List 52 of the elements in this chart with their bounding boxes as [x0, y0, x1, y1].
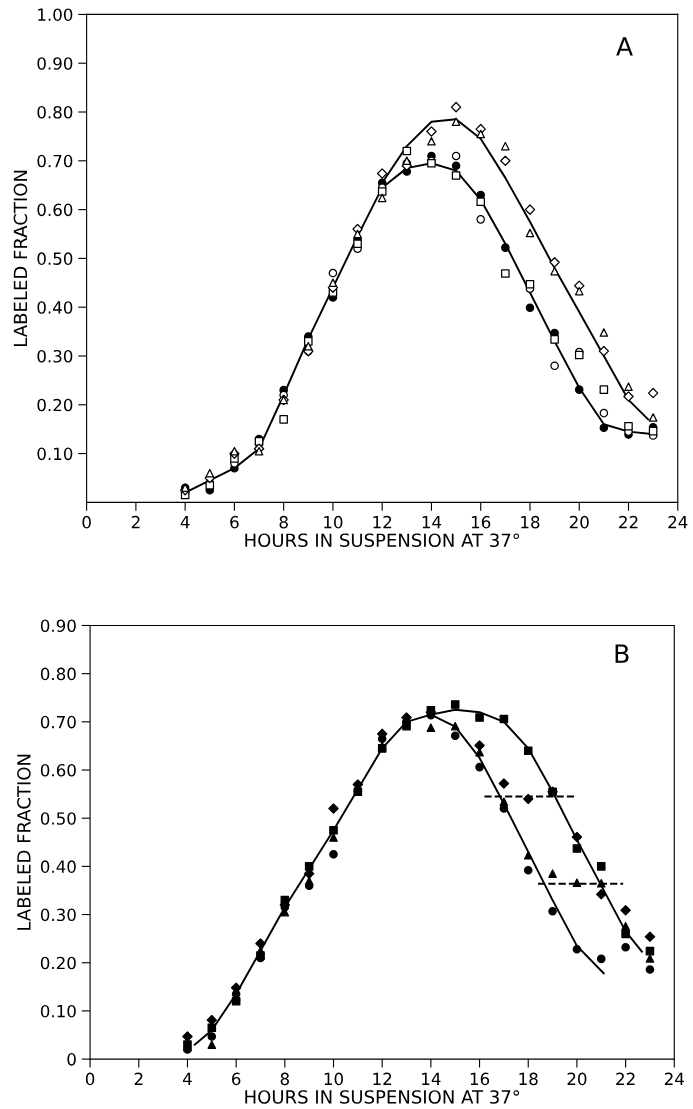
x-tick-label: 20 — [569, 515, 589, 529]
y-tick-label: 0.30 — [40, 908, 76, 922]
x-tick-label: 24 — [668, 515, 688, 529]
x-tick-label: 0 — [82, 515, 91, 529]
y-tick-label: 0.10 — [37, 447, 73, 461]
y-tick-label: 0.50 — [37, 252, 73, 265]
y-tick-label: 0.80 — [37, 105, 73, 119]
y-tick-label: 0 — [67, 1053, 76, 1066]
x-tick-label: 16 — [471, 515, 491, 529]
y-tick-label: 0.60 — [37, 203, 73, 217]
x-axis-title: HOURS IN SUSPENSION AT 37° — [245, 533, 520, 548]
x-tick-label: 22 — [619, 515, 638, 529]
y-tick-label: 0.30 — [37, 349, 73, 363]
x-tick-label: 8 — [279, 515, 288, 529]
y-tick-label: 1.00 — [38, 8, 73, 21]
x-tick-label: 2 — [134, 1072, 143, 1085]
x-tick-label: 18 — [519, 1072, 538, 1086]
x-tick-label: 8 — [280, 1072, 289, 1086]
y-tick-label: 0.60 — [40, 763, 76, 777]
y-axis-title: LABELED FRACTION — [13, 170, 28, 346]
x-tick-label: 6 — [230, 515, 239, 529]
x-axis-title: HOURS IN SUSPENSION AT 37° — [245, 1090, 520, 1104]
y-tick-label: 0.10 — [40, 1004, 76, 1018]
x-tick-label: 10 — [324, 1072, 343, 1086]
x-tick-label: 20 — [567, 1072, 587, 1086]
x-tick-label: 24 — [664, 1072, 684, 1085]
y-tick-label: 0.20 — [40, 956, 76, 970]
y-tick-label: 0.50 — [40, 812, 76, 825]
y-tick-label: 0.90 — [40, 619, 76, 633]
y-tick-label: 0.40 — [40, 860, 76, 873]
x-tick-label: 6 — [232, 1072, 241, 1086]
y-tick-label: 0.70 — [40, 715, 76, 729]
x-tick-label: 0 — [85, 1072, 95, 1086]
y-tick-label: 0.20 — [37, 398, 73, 412]
y-tick-label: 0.80 — [40, 667, 76, 681]
x-tick-label: 10 — [324, 515, 343, 529]
x-tick-label: 12 — [373, 1072, 392, 1085]
x-tick-label: 14 — [422, 516, 442, 529]
annotation: A — [616, 37, 633, 56]
x-tick-label: 22 — [616, 1072, 635, 1085]
y-tick-label: 0.40 — [37, 301, 73, 314]
x-tick-label: 18 — [521, 515, 540, 529]
annotation: B — [615, 644, 629, 663]
y-tick-label: 0.70 — [37, 154, 73, 168]
y-tick-label: 0.90 — [37, 57, 73, 70]
x-tick-label: 4 — [180, 516, 190, 529]
x-tick-label: 12 — [373, 515, 392, 529]
x-tick-label: 14 — [422, 1072, 441, 1085]
x-tick-label: 16 — [470, 1072, 490, 1086]
y-axis-title: LABELED FRACTION — [17, 754, 31, 930]
x-tick-label: 2 — [131, 515, 140, 529]
x-tick-label: 4 — [182, 1072, 192, 1085]
